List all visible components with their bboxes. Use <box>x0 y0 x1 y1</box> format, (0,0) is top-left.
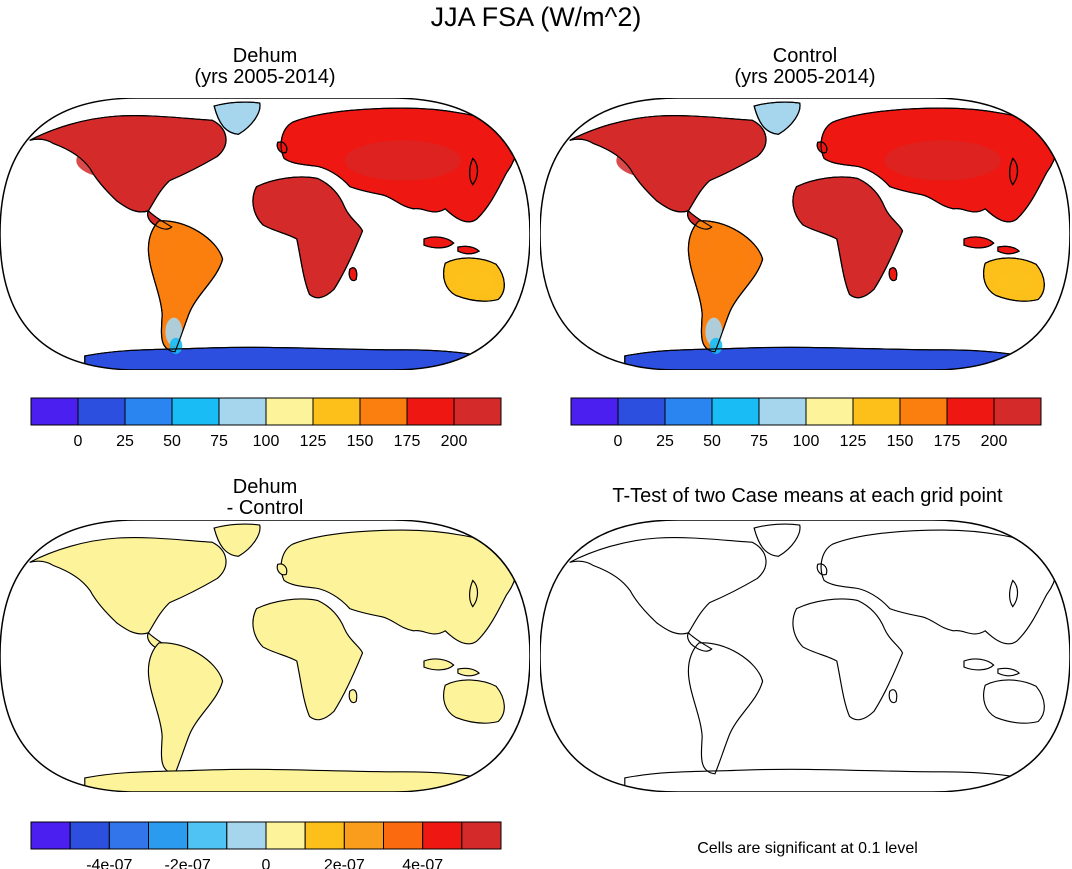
hotspot-sahara <box>809 190 869 215</box>
colorbar-tick-label: 4e-07 <box>402 857 443 869</box>
colorbar-tick-label: 25 <box>116 433 134 450</box>
colorbar-tick-label: 75 <box>210 433 228 450</box>
colorbar-tick-label: 150 <box>347 433 374 450</box>
map-control <box>540 98 1070 370</box>
colorbar-box <box>69 821 110 850</box>
panel-title-dehum-line2: (yrs 2005-2014) <box>194 66 336 88</box>
panel-title-diff-line2: - Control <box>226 497 304 519</box>
colorbar-box <box>993 397 1042 426</box>
hotspot-namerica <box>616 142 697 179</box>
colorbar-tick-label: 125 <box>840 433 867 450</box>
colorbar-tick-label: 0 <box>614 433 623 450</box>
colorbar-box <box>124 397 173 426</box>
colorbar-box <box>171 397 220 426</box>
panel-title-diff: Dehum - Control <box>165 477 365 519</box>
colorbar-box <box>304 821 345 850</box>
colorbar-tick-label: 200 <box>441 433 468 450</box>
colorbar-box <box>711 397 760 426</box>
colorbar-box <box>343 821 385 850</box>
warm-amazon <box>167 237 206 282</box>
colorbar-box <box>570 397 619 426</box>
colorbar-tick-label: 150 <box>887 433 914 450</box>
colorbar-tick-label: 50 <box>703 433 721 450</box>
colorbar-box <box>265 821 306 850</box>
colorbar-box <box>218 397 267 426</box>
figure-title: JJA FSA (W/m^2) <box>430 2 642 32</box>
hotspot-asia <box>884 140 1002 181</box>
colorbar-tick-label: 100 <box>793 433 820 450</box>
globe-border <box>540 520 1070 792</box>
colorbar-tick-label: 75 <box>750 433 768 450</box>
warm-australia <box>995 271 1034 292</box>
colorbar-box <box>148 821 189 850</box>
colorbar-box <box>758 397 807 426</box>
colorbar-box <box>422 821 463 850</box>
colorbar-tick-label: 100 <box>253 433 280 450</box>
warm-australia <box>455 271 494 292</box>
coastline <box>1057 307 1066 321</box>
colorbar-difference: -4e-07 -2e-07 0 2e-07 4e-07 <box>30 821 502 869</box>
colorbar-box <box>359 397 408 426</box>
hotspot-namerica <box>76 142 157 179</box>
region-australia <box>517 307 526 321</box>
colorbar-box <box>77 397 126 426</box>
ttest-note: Cells are significant at 0.1 level <box>697 840 918 857</box>
hotspot-asia <box>344 140 462 181</box>
map-ttest <box>540 520 1070 792</box>
colorbar-box <box>265 397 314 426</box>
coastline <box>1057 729 1066 743</box>
panel-title-control-line1: Control <box>772 45 838 67</box>
colorbar-box <box>187 821 228 850</box>
map-difference <box>0 520 530 792</box>
globe-border <box>540 98 1070 370</box>
colorbar-box <box>383 821 424 850</box>
panel-title-control-line2: (yrs 2005-2014) <box>734 66 876 88</box>
land-uniform <box>348 689 358 704</box>
panel-title-dehum: Dehum (yrs 2005-2014) <box>165 46 365 88</box>
colorbar-box <box>852 397 901 426</box>
hotspot-sahara <box>269 190 329 215</box>
land-uniform <box>84 768 499 792</box>
colorbar-tick-label: 175 <box>394 433 421 450</box>
colorbar-box <box>312 397 361 426</box>
colorbar-box <box>226 821 267 850</box>
panel-title-control: Control (yrs 2005-2014) <box>705 46 905 88</box>
panel-title-dehum-line1: Dehum <box>232 45 298 67</box>
colorbar-box <box>664 397 713 426</box>
colorbar-tick-label: 2e-07 <box>324 857 365 869</box>
colorbar-box <box>805 397 854 426</box>
map-dehum <box>0 98 530 370</box>
colorbar-box <box>899 397 948 426</box>
colorbar-tick-label: 0 <box>74 433 83 450</box>
colorbar-box <box>946 397 995 426</box>
colorbar-tick-label: 175 <box>934 433 961 450</box>
land-layer <box>569 101 1066 370</box>
colorbar-tick-label: -2e-07 <box>165 857 211 869</box>
globe-border <box>0 98 530 370</box>
colorbar-box <box>453 397 502 426</box>
colorbar-tick-label: 25 <box>656 433 674 450</box>
colorbar-box <box>406 397 455 426</box>
colorbar-box <box>461 821 502 850</box>
colorbar-box <box>30 397 79 426</box>
colorbar-tick-label: 125 <box>300 433 327 450</box>
colorbar-tick-label: 200 <box>981 433 1008 450</box>
colorbar-tick-label: 50 <box>163 433 181 450</box>
warm-amazon <box>707 237 746 282</box>
land-layer <box>29 101 526 370</box>
colorbar-control: 0 25 50 75 100 125 150 175 200 <box>570 397 1042 450</box>
colorbar-tick-label: 0 <box>262 857 271 869</box>
land-uniform <box>517 729 526 743</box>
panel-title-diff-line1: Dehum <box>232 476 298 498</box>
colorbar-dehum: 0 25 50 75 100 125 150 175 200 <box>30 397 502 450</box>
globe-border <box>0 520 530 792</box>
coastline <box>517 307 526 321</box>
colorbar-box <box>30 821 71 850</box>
region-australia <box>1057 307 1066 321</box>
colorbar-box <box>617 397 666 426</box>
colorbar-tick-label: -4e-07 <box>86 857 132 869</box>
globe-background <box>540 520 1070 792</box>
panel-title-ttest: T-Test of two Case means at each grid po… <box>612 485 1003 507</box>
colorbar-box <box>108 821 150 850</box>
